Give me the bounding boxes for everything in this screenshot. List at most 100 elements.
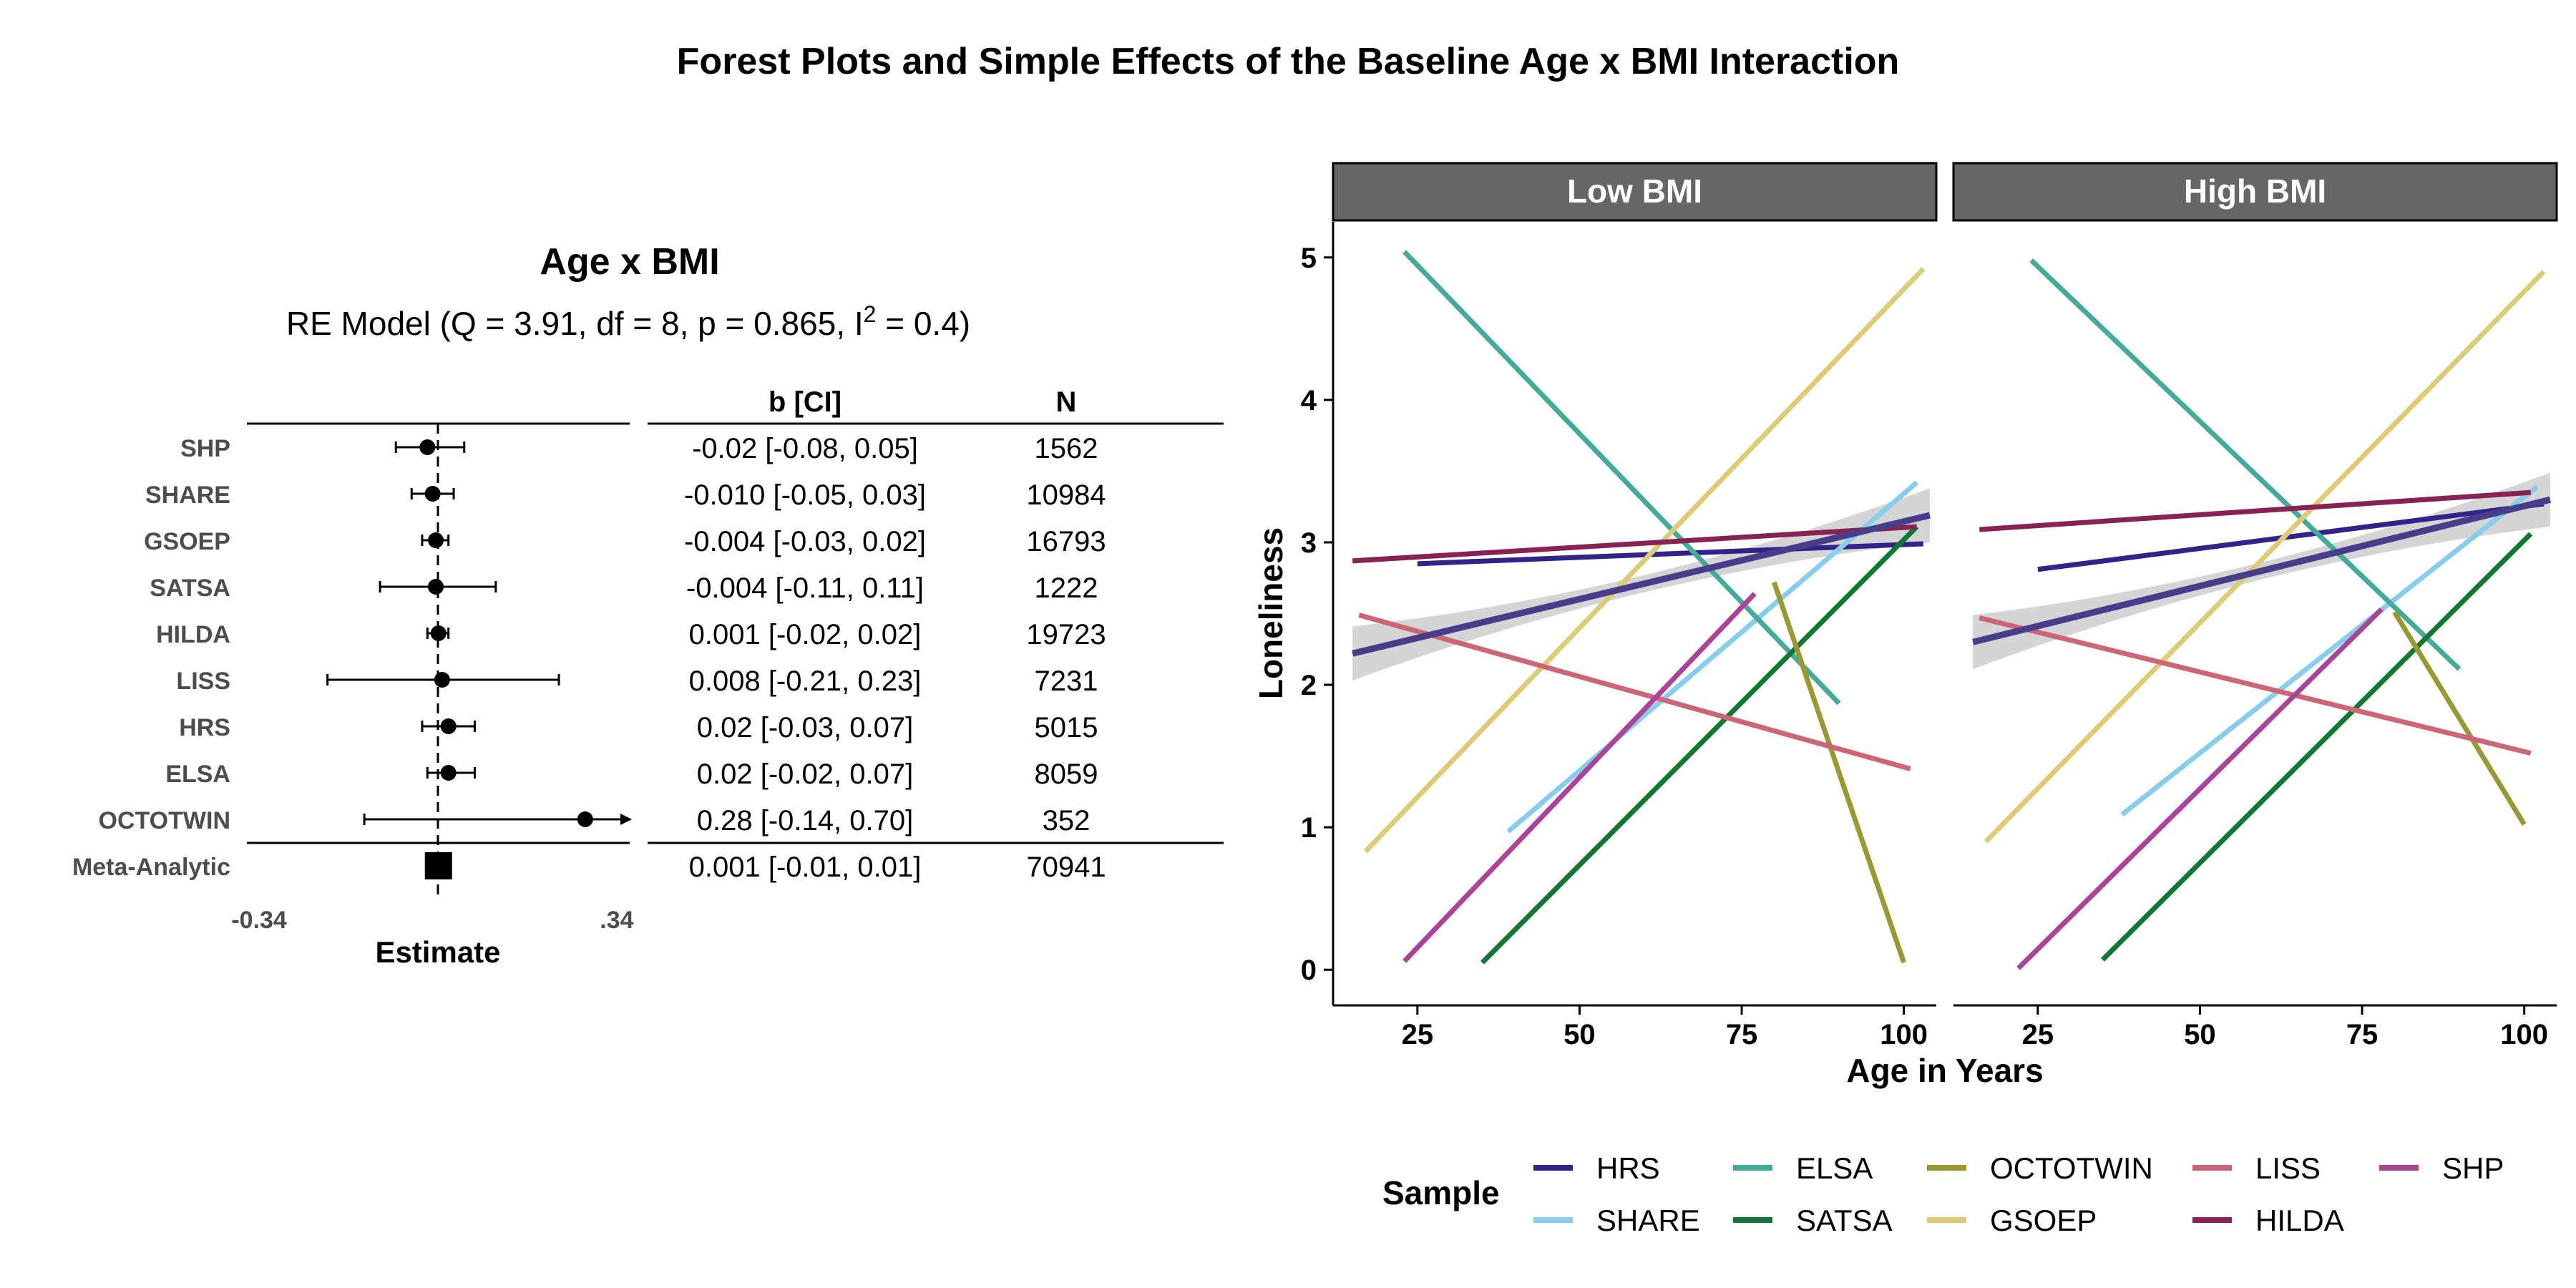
legend-label: HRS — [1596, 1151, 1660, 1185]
x-axis-title: Age in Years — [1846, 1052, 2043, 1089]
legend-label: HILDA — [2255, 1204, 2344, 1237]
ci-text: 0.001 [-0.02, 0.02] — [689, 619, 922, 650]
series-line-gsoep — [1984, 270, 2546, 844]
facet-strip — [1952, 162, 2558, 222]
series-line-gsoep — [1363, 267, 1926, 854]
meta-n-text: 70941 — [1026, 852, 1106, 883]
point-estimate — [424, 486, 441, 502]
facet-strip-label: High BMI — [2184, 172, 2326, 210]
series-line-shp — [1402, 592, 1757, 963]
study-label: ELSA — [165, 761, 230, 788]
legend-item: OCTOTWIN — [1927, 1151, 2153, 1185]
meta-estimate — [424, 852, 452, 879]
point-estimate — [428, 532, 444, 548]
series-line-satsa — [2101, 532, 2533, 962]
x-tick-label: 50 — [1563, 1019, 1596, 1050]
study-label: LISS — [176, 668, 230, 695]
point-estimate — [434, 672, 450, 688]
column-header-ci: b [CI] — [769, 386, 841, 418]
meta-label: Meta-Analytic — [72, 854, 230, 881]
series-line-share — [2120, 484, 2539, 816]
ci-text: 0.02 [-0.03, 0.07] — [697, 712, 913, 743]
y-tick-label: 3 — [1301, 527, 1317, 559]
facet-strip-label: Low BMI — [1567, 172, 1702, 210]
series-line-octotwin — [1772, 581, 1906, 964]
forest-x-axis-title: Estimate — [375, 935, 500, 969]
n-text: 16793 — [1026, 526, 1106, 557]
main-title: Forest Plots and Simple Effects of the B… — [676, 41, 1900, 82]
legend-item: HRS — [1533, 1151, 1660, 1185]
ci-text: 0.02 [-0.02, 0.07] — [697, 758, 913, 790]
x-tick-label: 100 — [1880, 1019, 1928, 1050]
ci-arrow — [620, 814, 632, 825]
legend-label: SATSA — [1796, 1204, 1893, 1237]
study-label: HRS — [179, 714, 230, 741]
x-tick-label: 75 — [1726, 1019, 1758, 1050]
legend-label: SHARE — [1596, 1204, 1700, 1237]
n-text: 10984 — [1026, 479, 1106, 511]
y-tick-label: 0 — [1301, 955, 1317, 986]
legend-item: GSOEP — [1927, 1204, 2097, 1237]
study-label: SHARE — [145, 482, 230, 509]
ci-text: -0.010 [-0.05, 0.03] — [684, 479, 926, 511]
legend-item: ELSA — [1733, 1151, 1873, 1185]
ci-text: -0.004 [-0.11, 0.11] — [686, 572, 924, 604]
point-estimate — [577, 811, 593, 827]
point-estimate — [430, 625, 447, 641]
ci-text: -0.02 [-0.08, 0.05] — [692, 433, 918, 464]
series-line-liss — [1358, 613, 1911, 771]
x-tick-label: 25 — [1402, 1019, 1434, 1050]
y-axis-title: Loneliness — [1252, 527, 1289, 699]
y-tick-label: 5 — [1301, 243, 1317, 274]
series-line-liss — [1979, 615, 2532, 756]
series-line-satsa — [1480, 525, 1919, 965]
series-line-octotwin — [2392, 610, 2527, 826]
simple-effects-plot: 0 1 2 3 4 5 Loneliness Low BMI 25 50 75 100 High BMI… — [1252, 162, 2558, 1089]
x-tick-label: 75 — [2346, 1019, 2379, 1050]
legend-item: SATSA — [1733, 1204, 1893, 1237]
legend-label: ELSA — [1796, 1151, 1873, 1185]
x-tick-label: 25 — [2022, 1019, 2054, 1050]
study-label: OCTOTWIN — [99, 807, 230, 834]
ci-text: -0.004 [-0.03, 0.02] — [684, 526, 926, 557]
legend: Sample HRS SHARE ELSA SATSA OCTOTWIN GSOEP LISS… — [1382, 1151, 2504, 1237]
facet-low: Low BMI 25 50 75 100 — [1332, 162, 1938, 1050]
ci-text: 0.28 [-0.14, 0.70] — [697, 805, 913, 836]
legend-item: SHARE — [1533, 1204, 1700, 1237]
series-line-shp — [2016, 608, 2384, 970]
facet-strip — [1332, 162, 1938, 222]
n-text: 5015 — [1035, 712, 1098, 743]
legend-label: SHP — [2442, 1151, 2504, 1185]
point-estimate — [440, 718, 457, 734]
ci-text: 0.008 [-0.21, 0.23] — [689, 665, 922, 697]
overall-fit-line — [1972, 496, 2552, 645]
y-tick-label: 1 — [1301, 812, 1317, 844]
n-text: 8059 — [1035, 758, 1098, 790]
series-line-share — [1506, 480, 1919, 834]
series-line-hilda — [1979, 489, 2531, 532]
y-tick-label: 2 — [1301, 670, 1317, 701]
n-text: 1562 — [1035, 433, 1098, 464]
point-estimate — [440, 765, 457, 781]
x-tick-label: 50 — [2184, 1019, 2216, 1050]
legend-label: LISS — [2255, 1151, 2321, 1185]
point-estimate — [419, 439, 436, 455]
study-label: GSOEP — [144, 528, 230, 555]
study-label: SHP — [180, 435, 230, 462]
y-tick-label: 4 — [1301, 385, 1317, 416]
column-header-n: N — [1056, 386, 1077, 418]
legend-label: GSOEP — [1990, 1204, 2097, 1237]
forest-tick-label: -0.34 — [231, 907, 287, 934]
legend-item: LISS — [2192, 1151, 2321, 1185]
legend-item: SHP — [2379, 1151, 2504, 1185]
forest-plot: Age x BMI RE Model (Q = 3.91, df = 8, p =… — [72, 241, 1224, 969]
facet-high: High BMI 25 50 75 100 — [1952, 162, 2558, 1050]
point-estimate — [428, 579, 444, 595]
series-line-hrs — [2037, 501, 2545, 572]
series-line-elsa — [2029, 258, 2462, 671]
forest-tick-label: .34 — [600, 907, 633, 934]
overall-fit-line — [1352, 512, 1931, 657]
n-text: 352 — [1043, 805, 1091, 836]
model-stats: RE Model (Q = 3.91, df = 8, p = 0.865, I… — [286, 301, 970, 342]
